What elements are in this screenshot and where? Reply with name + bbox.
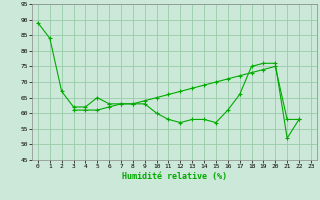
X-axis label: Humidité relative (%): Humidité relative (%) — [122, 172, 227, 181]
